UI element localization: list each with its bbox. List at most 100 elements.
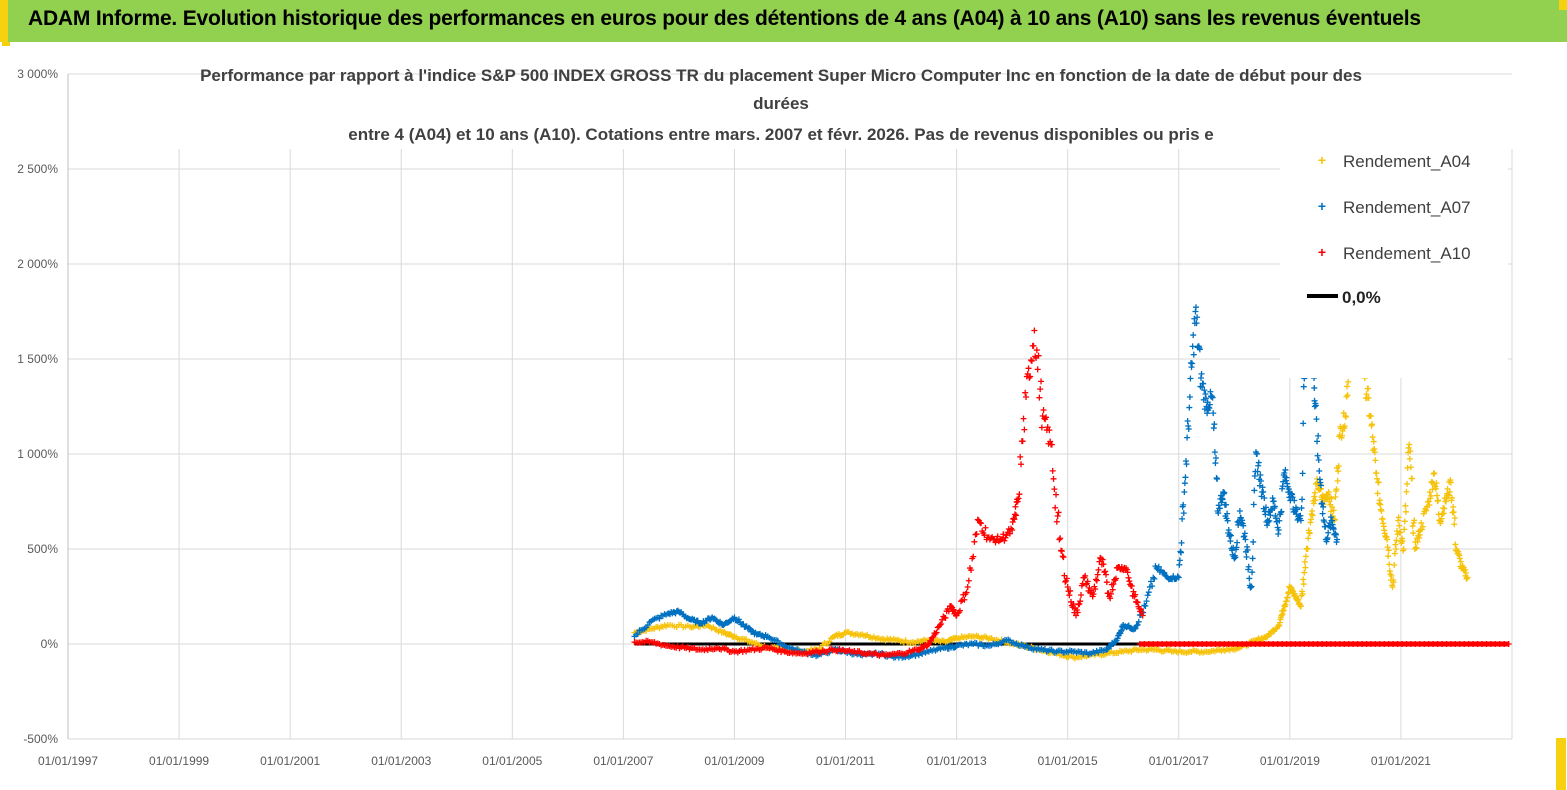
data-point: [1176, 557, 1183, 564]
data-point: [1332, 493, 1339, 500]
data-point: [1365, 385, 1372, 392]
data-point: [1035, 352, 1042, 359]
legend-marker-a04: +: [1318, 152, 1326, 168]
data-point: [1257, 471, 1264, 478]
data-point: [1038, 424, 1045, 431]
data-point: [973, 531, 980, 538]
data-point: [1406, 441, 1413, 448]
data-point: [1297, 517, 1304, 524]
data-point: [1262, 504, 1269, 511]
data-point: [1320, 503, 1327, 510]
data-point: [1053, 518, 1060, 525]
data-point: [1389, 584, 1396, 590]
data-point: [1194, 314, 1201, 321]
data-point: [1209, 394, 1216, 401]
data-point: [1182, 474, 1189, 481]
data-point: [1009, 527, 1016, 533]
data-point: [1109, 586, 1116, 593]
data-point: [1177, 549, 1184, 556]
data-point: [1301, 558, 1308, 565]
data-point: [1125, 574, 1132, 581]
data-point: [1178, 539, 1185, 546]
data-point: [1028, 357, 1035, 364]
title-banner: ADAM Informe. Evolution historique des p…: [0, 0, 1567, 42]
data-point: [1451, 514, 1458, 521]
data-point: [1057, 535, 1064, 542]
data-point: [1435, 497, 1442, 504]
legend-label-a04: Rendement_A04: [1343, 152, 1471, 171]
data-point: [971, 538, 978, 545]
data-point: [745, 624, 752, 631]
data-point: [1450, 509, 1457, 516]
data-point: [1301, 569, 1308, 576]
data-point: [1126, 578, 1133, 585]
data-point: [1189, 343, 1196, 350]
data-point: [1181, 489, 1188, 495]
data-point: [1299, 496, 1306, 503]
data-point: [1076, 600, 1083, 607]
legend-entry-a04: + Rendement_A04: [1318, 152, 1471, 171]
data-point: [1317, 482, 1324, 489]
data-point: [1413, 544, 1420, 551]
legend-marker-a07: +: [1318, 198, 1326, 214]
corner-accent: [1556, 738, 1566, 790]
data-point: [731, 614, 738, 621]
data-point: [1143, 598, 1150, 605]
data-point: [1202, 395, 1209, 402]
data-point: [1070, 600, 1077, 607]
data-point: [1103, 571, 1110, 578]
data-point: [1418, 519, 1425, 526]
data-point: [1312, 402, 1319, 409]
data-point: [1464, 574, 1471, 581]
data-point: [1027, 373, 1034, 380]
data-point: [1427, 492, 1434, 499]
banner-corner-accent: [1559, 0, 1567, 10]
data-point: [1123, 566, 1130, 573]
data-point: [1251, 487, 1258, 494]
data-point: [1037, 386, 1044, 393]
data-point: [1456, 555, 1463, 562]
x-tick-label: 01/01/2011: [816, 754, 875, 768]
data-point: [1330, 507, 1337, 514]
data-point: [1015, 495, 1022, 502]
data-point: [1189, 360, 1196, 367]
data-point: [1399, 538, 1406, 545]
data-point: [1401, 518, 1408, 525]
data-point: [1342, 414, 1349, 421]
data-point: [1254, 450, 1261, 457]
data-point: [1138, 606, 1144, 613]
data-point: [1134, 599, 1141, 606]
data-point: [1275, 527, 1282, 533]
legend: + Rendement_A04 + Rendement_A07 + Rendem…: [1307, 152, 1471, 307]
data-point: [1012, 503, 1019, 510]
data-point: [1103, 646, 1110, 653]
data-point: [1443, 495, 1450, 502]
y-tick-label: 1 000%: [17, 447, 58, 461]
data-point: [1452, 541, 1459, 548]
data-point: [1388, 572, 1395, 579]
data-point: [1020, 415, 1027, 422]
data-point: [1314, 438, 1321, 445]
legend-marker-a10: +: [1318, 244, 1326, 260]
corner-accent-tl: [2, 42, 10, 46]
data-point: [1063, 575, 1070, 582]
data-point: [1249, 555, 1256, 562]
data-point: [1384, 544, 1391, 551]
x-tick-label: 01/01/2001: [260, 754, 320, 768]
x-tick-label: 01/01/2005: [482, 754, 542, 768]
data-point: [1102, 568, 1109, 575]
data-point: [1073, 612, 1080, 619]
data-point: [1181, 480, 1188, 487]
data-point: [1092, 585, 1099, 592]
data-point: [1304, 546, 1311, 552]
data-point: [1021, 426, 1028, 433]
data-point: [1003, 532, 1010, 539]
data-point: [1450, 504, 1457, 511]
data-point: [1372, 457, 1379, 464]
legend-entry-zero: 0,0%: [1307, 288, 1381, 307]
data-point: [1201, 387, 1208, 394]
data-point: [1311, 397, 1318, 404]
data-point: [1047, 438, 1054, 445]
data-point: [1183, 461, 1190, 468]
data-point: [1411, 517, 1418, 524]
